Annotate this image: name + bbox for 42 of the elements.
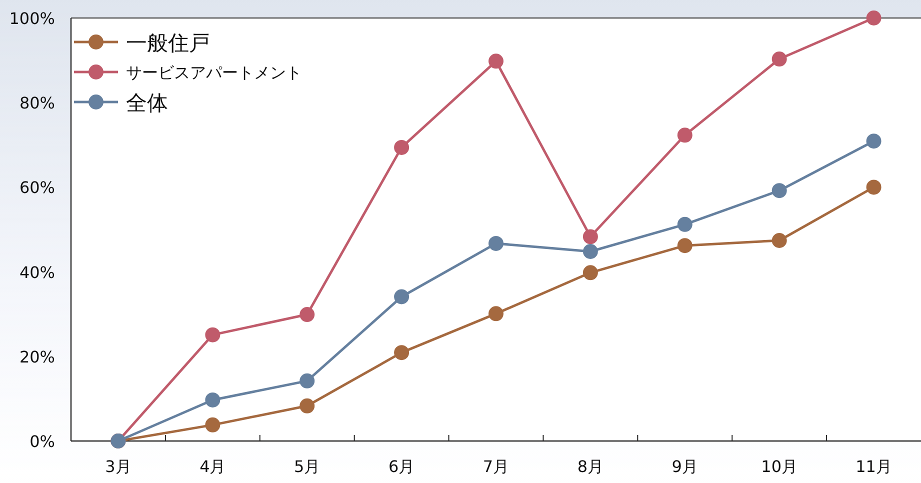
y-tick-label: 60%	[19, 178, 55, 198]
point	[582, 244, 598, 259]
point	[205, 327, 220, 342]
legend-label: サービスアパートメント	[126, 63, 302, 82]
x-tick-label: 3月	[105, 457, 132, 476]
y-tick-label: 80%	[19, 94, 55, 113]
x-tick-label: 5月	[294, 457, 320, 476]
point	[300, 307, 315, 322]
point	[205, 417, 220, 432]
point	[866, 180, 882, 195]
point	[582, 265, 598, 280]
y-tick-label: 100%	[9, 9, 55, 28]
y-tick-label: 40%	[19, 262, 55, 282]
point	[866, 10, 882, 26]
point	[488, 306, 504, 322]
point	[205, 392, 220, 408]
point	[300, 398, 315, 414]
point	[772, 183, 787, 198]
x-tick-label: 9月	[672, 457, 698, 476]
point	[394, 345, 410, 360]
x-tick-label: 7月	[482, 457, 510, 476]
point	[394, 140, 410, 155]
y-tick-label: 0%	[30, 432, 55, 451]
x-tick-label: 11月	[856, 457, 892, 476]
x-tick-label: 6月	[388, 457, 415, 476]
point	[394, 289, 410, 304]
x-tick-label: 8月	[577, 457, 604, 476]
point	[300, 373, 315, 388]
point	[582, 229, 598, 244]
legend-label: 全体	[126, 91, 168, 115]
point	[866, 134, 882, 149]
point	[772, 233, 787, 248]
point	[677, 128, 692, 143]
point	[677, 238, 692, 254]
point	[488, 236, 504, 251]
y-tick-label: 20%	[19, 347, 55, 366]
x-tick-label: 10月	[761, 457, 798, 476]
point	[677, 216, 692, 232]
point	[772, 52, 787, 67]
point	[488, 54, 504, 69]
legend-label: 一般住戸	[126, 31, 210, 55]
x-tick-label: 4月	[200, 457, 226, 476]
